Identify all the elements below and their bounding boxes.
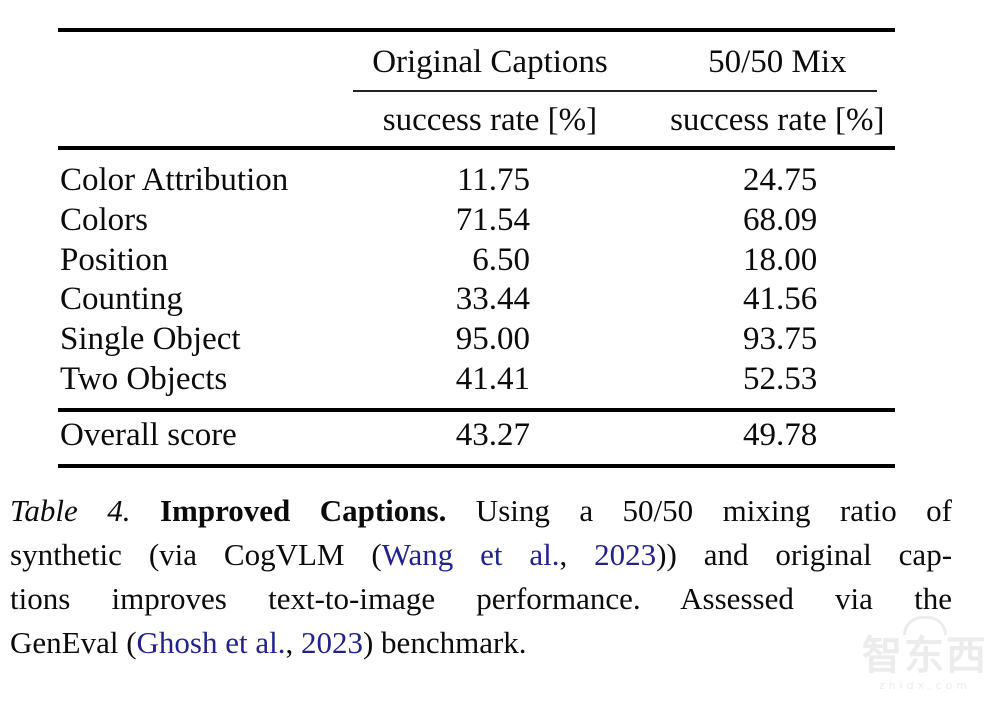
caption-text: synthetic (via CogVLM (	[10, 537, 382, 572]
caption-text: ,	[559, 537, 595, 572]
table-row: Colors 71.54 68.09	[58, 200, 895, 240]
subheader-success-rate-mix: success rate [%]	[670, 102, 885, 138]
original-captions-value: 43.27	[455, 417, 530, 453]
original-captions-value: 41.41	[455, 361, 530, 397]
mix-value: 49.78	[743, 417, 818, 453]
citation-link-wang-year[interactable]: 2023	[594, 537, 657, 572]
original-captions-value: 33.44	[455, 281, 530, 317]
row-label: Color Attribution	[60, 162, 289, 198]
table-header-groups: Original Captions 50/50 Mix	[58, 38, 895, 86]
caption-text: ) benchmark.	[362, 625, 527, 660]
mix-cell: 24.75	[660, 160, 895, 200]
watermark-url-text: zhidx.com	[878, 679, 972, 692]
original-captions-cell: 95.00	[320, 319, 659, 359]
mix-value: 41.56	[743, 281, 818, 317]
mix-value: 18.00	[743, 242, 818, 278]
caption-line-2: synthetic (via CogVLM (Wang et al., 2023…	[10, 533, 952, 577]
row-label: Colors	[60, 202, 149, 238]
caption-line-3: tions improves text-to-image performance…	[10, 577, 952, 621]
original-captions-cell: 43.27	[320, 412, 659, 458]
table-row: Counting 33.44 41.56	[58, 279, 895, 319]
mix-cell: 41.56	[660, 279, 895, 319]
row-label: Position	[60, 242, 169, 278]
caption-table-number: Table 4.	[10, 493, 160, 528]
row-label: Overall score	[60, 417, 237, 453]
subheader-success-rate-original: success rate [%]	[382, 102, 598, 138]
column-header-original-captions: Original Captions	[372, 44, 608, 80]
table-midrule-header	[58, 146, 895, 150]
mix-cell: 68.09	[660, 200, 895, 240]
table-row: Color Attribution 11.75 24.75	[58, 160, 895, 200]
row-label: Counting	[60, 281, 183, 317]
original-captions-value: 6.50	[472, 242, 530, 278]
original-captions-cell: 6.50	[320, 240, 659, 280]
column-header-mix: 50/50 Mix	[708, 44, 847, 80]
caption-line-4: GenEval (Ghosh et al., 2023) benchmark.	[10, 621, 952, 665]
table-row: Position 6.50 18.00	[58, 240, 895, 280]
caption-text: Using a 50/50 mixing ratio of	[446, 493, 952, 528]
mix-value: 52.53	[743, 361, 818, 397]
caption-line-1: Table 4. Improved Captions. Using a 50/5…	[10, 489, 952, 533]
original-captions-cell: 71.54	[320, 200, 659, 240]
watermark-logo-text: 智东西	[862, 633, 988, 679]
caption-title: Improved Captions.	[159, 493, 447, 528]
original-captions-cell: 33.44	[320, 279, 659, 319]
table-midrule-footer	[58, 408, 895, 412]
table-header-subrow: success rate [%] success rate [%]	[58, 96, 895, 144]
citation-link-wang-author[interactable]: Wang et al.	[381, 537, 560, 572]
mix-value: 24.75	[743, 162, 818, 198]
row-label: Single Object	[60, 321, 241, 357]
mix-cell: 93.75	[660, 319, 895, 359]
table-footer-row: Overall score 43.27 49.78	[58, 412, 895, 458]
row-label: Two Objects	[60, 361, 228, 397]
mix-cell: 52.53	[660, 359, 895, 399]
table-row: Single Object 95.00 93.75	[58, 319, 895, 359]
citation-link-ghosh-year[interactable]: 2023	[300, 625, 363, 660]
mix-value: 68.09	[743, 202, 818, 238]
citation-link-ghosh-author[interactable]: Ghosh et al.	[136, 625, 286, 660]
original-captions-value: 71.54	[455, 202, 530, 238]
table-bottomrule	[58, 464, 895, 468]
caption-text: ,	[285, 625, 301, 660]
table-row: Two Objects 41.41 52.53	[58, 359, 895, 399]
caption-text: )) and original cap-	[656, 537, 953, 572]
table-caption: Table 4. Improved Captions. Using a 50/5…	[10, 489, 952, 665]
original-captions-cell: 41.41	[320, 359, 659, 399]
header-spacer	[58, 38, 320, 86]
original-captions-cell: 11.75	[320, 160, 659, 200]
mix-value: 93.75	[743, 321, 818, 357]
table-cmidrule	[353, 90, 877, 92]
header-spacer	[58, 96, 320, 144]
watermark: 智东西 zhidx.com	[853, 616, 997, 693]
mix-cell: 18.00	[660, 240, 895, 280]
original-captions-value: 11.75	[456, 162, 530, 198]
original-captions-value: 95.00	[455, 321, 530, 357]
table-toprule	[58, 28, 895, 32]
caption-text: GenEval (	[10, 625, 137, 660]
mix-cell: 49.78	[660, 412, 895, 458]
caption-text: tions improves text-to-image performance…	[10, 581, 952, 616]
